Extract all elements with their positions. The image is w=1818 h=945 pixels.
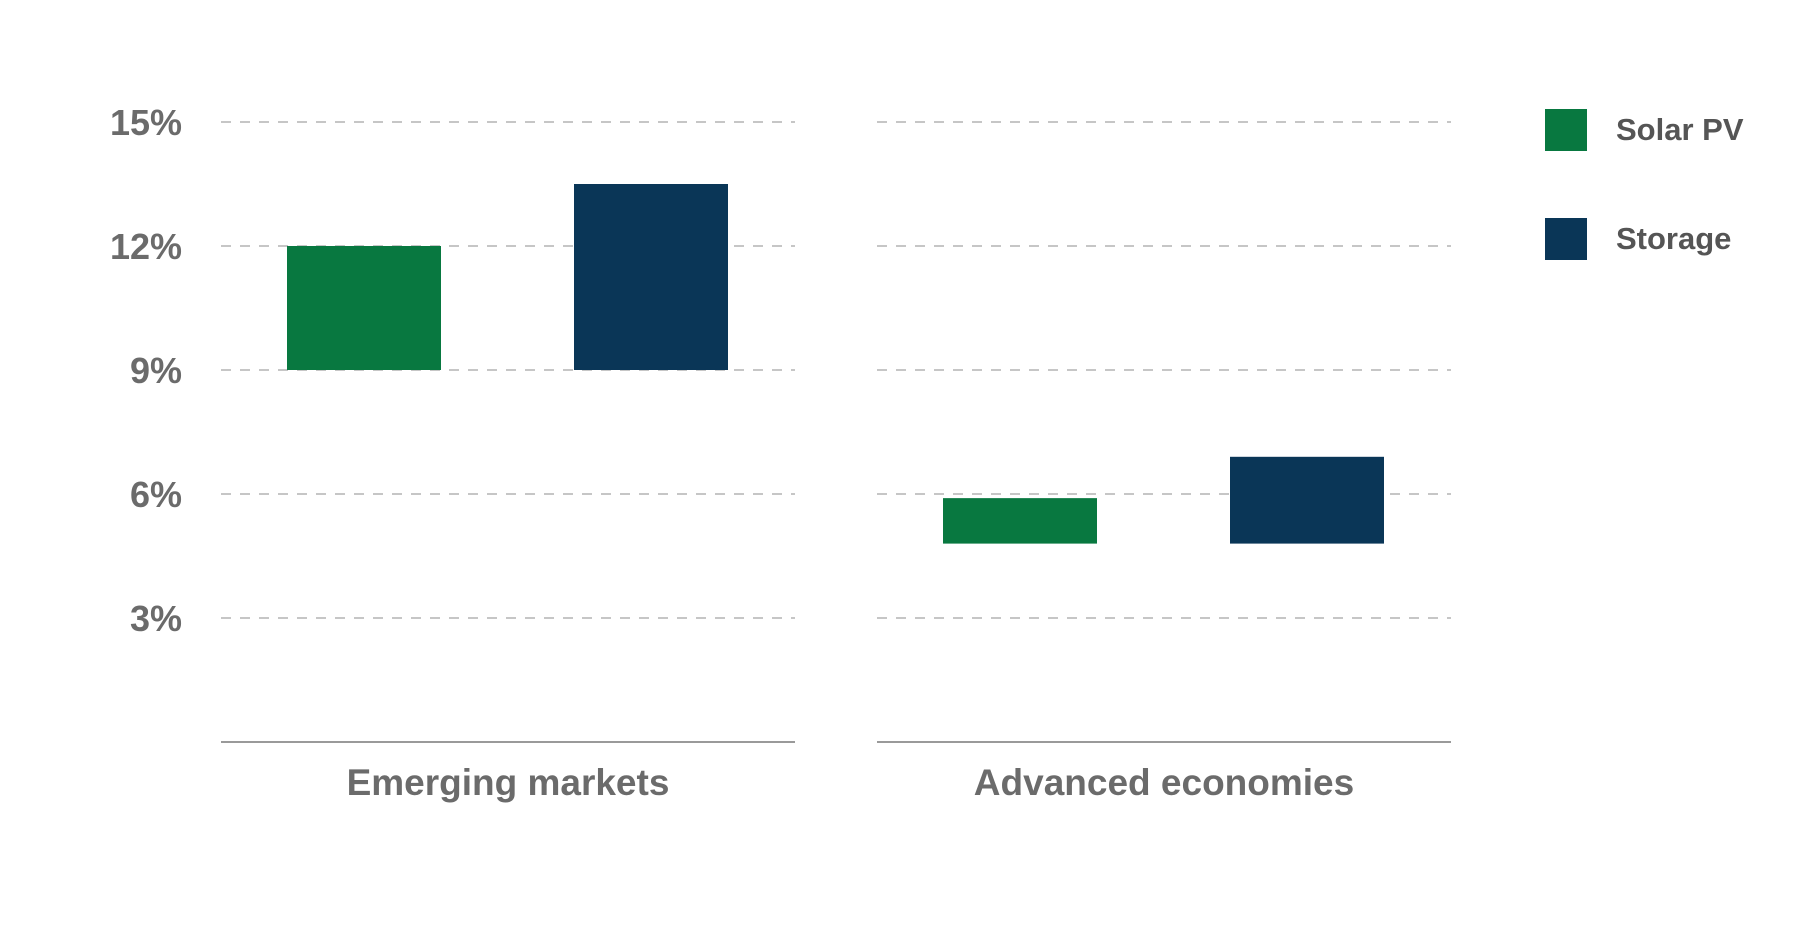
bar-solar-pv-emerging-markets [287, 246, 441, 370]
legend: Solar PV Storage [1545, 109, 1744, 260]
bar-storage-emerging-markets [574, 184, 728, 370]
y-tick-label: 12% [110, 226, 182, 267]
legend-label-storage: Storage [1616, 221, 1731, 256]
legend-swatch-storage [1545, 218, 1587, 260]
y-tick-label: 15% [110, 102, 182, 143]
y-tick-label: 3% [130, 598, 182, 639]
legend-swatch-solar-pv [1545, 109, 1587, 151]
category-labels: Emerging markets Advanced economies [347, 762, 1355, 803]
category-label-advanced-economies: Advanced economies [974, 762, 1354, 803]
category-label-emerging-markets: Emerging markets [347, 762, 670, 803]
y-tick-label: 6% [130, 474, 182, 515]
y-axis-tick-labels: 3% 6% 9% 12% 15% [110, 102, 182, 639]
bar-storage-advanced-economies [1230, 456, 1384, 544]
bar-solar-pv-advanced-economies [943, 498, 1097, 544]
y-tick-label: 9% [130, 350, 182, 391]
bars [287, 184, 1384, 544]
legend-label-solar-pv: Solar PV [1616, 112, 1744, 147]
